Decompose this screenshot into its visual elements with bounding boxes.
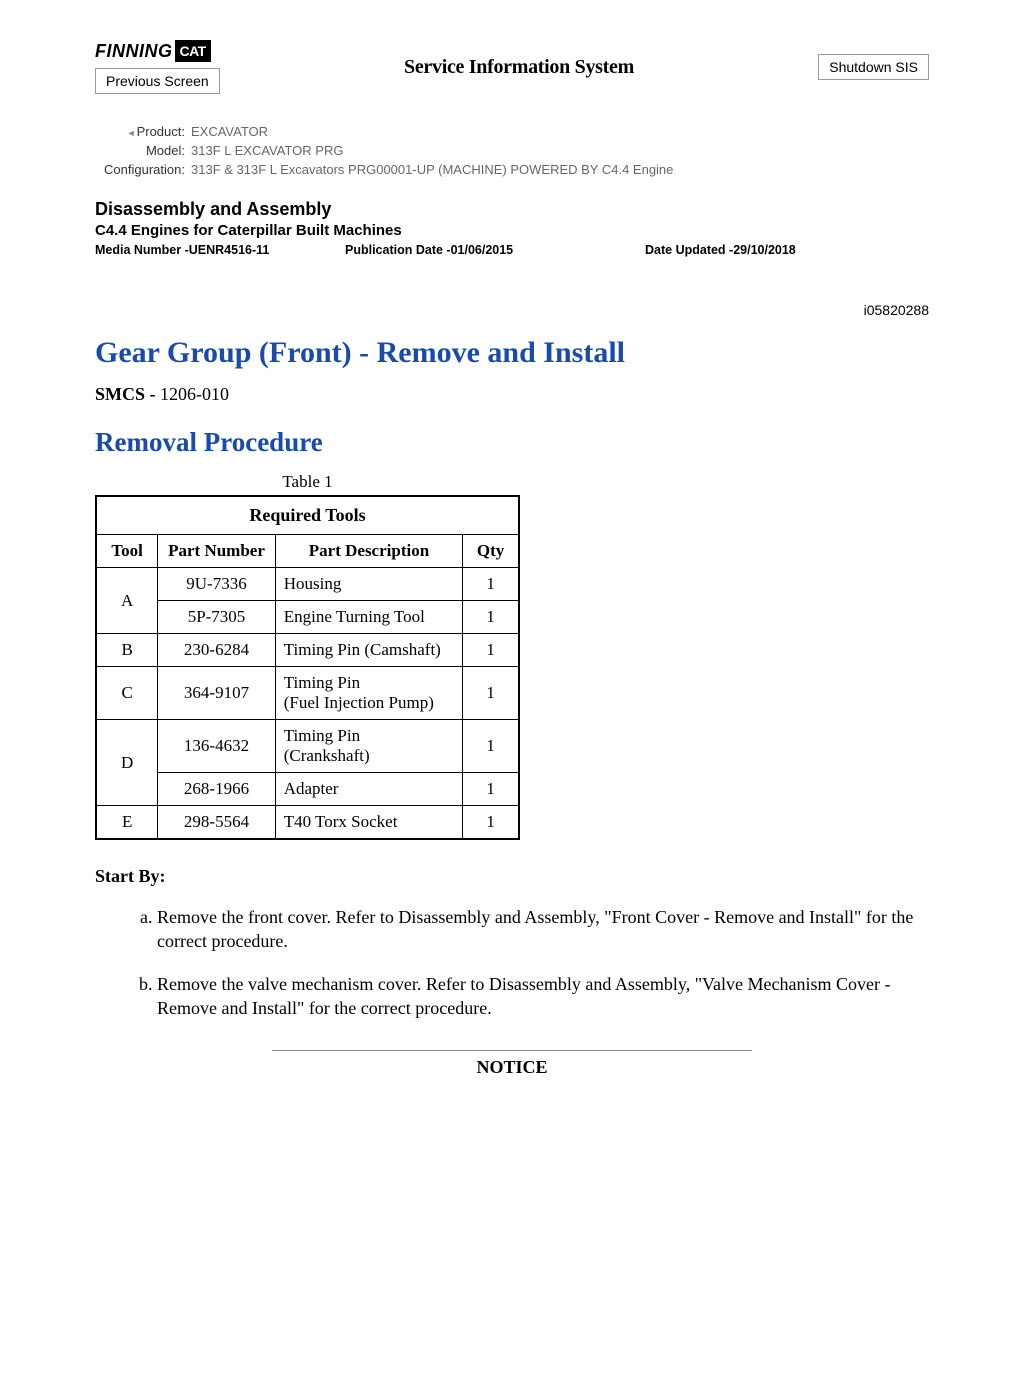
- meta-product-value: EXCAVATOR: [191, 124, 268, 139]
- table-row: A 9U-7336 Housing 1: [96, 568, 519, 601]
- smcs-line: SMCS - 1206-010: [95, 384, 929, 405]
- cell-desc: T40 Torx Socket: [275, 806, 463, 840]
- header: FINNING CAT Previous Screen Service Info…: [95, 40, 929, 94]
- start-by-list: Remove the front cover. Refer to Disasse…: [95, 905, 929, 1020]
- product-meta: Product: EXCAVATOR Model: 313F L EXCAVAT…: [95, 124, 929, 177]
- table-row: E 298-5564 T40 Torx Socket 1: [96, 806, 519, 840]
- cell-part: 5P-7305: [158, 601, 275, 634]
- shutdown-sis-button[interactable]: Shutdown SIS: [818, 54, 929, 80]
- table-row: 268-1966 Adapter 1: [96, 773, 519, 806]
- cell-desc: Timing Pin (Crankshaft): [275, 720, 463, 773]
- logo: FINNING CAT: [95, 40, 220, 62]
- table-row: D 136-4632 Timing Pin (Crankshaft) 1: [96, 720, 519, 773]
- col-qty: Qty: [463, 535, 519, 568]
- smcs-label: SMCS -: [95, 384, 160, 404]
- cell-part: 298-5564: [158, 806, 275, 840]
- meta-row-model: Model: 313F L EXCAVATOR PRG: [95, 143, 929, 158]
- cell-desc: Timing Pin (Camshaft): [275, 634, 463, 667]
- cell-tool: C: [96, 667, 158, 720]
- section-subtitle: C4.4 Engines for Caterpillar Built Machi…: [95, 222, 929, 239]
- cell-part: 9U-7336: [158, 568, 275, 601]
- previous-screen-button[interactable]: Previous Screen: [95, 68, 220, 94]
- col-part: Part Number: [158, 535, 275, 568]
- list-item: Remove the front cover. Refer to Disasse…: [157, 905, 929, 954]
- table-row: C 364-9107 Timing Pin (Fuel Injection Pu…: [96, 667, 519, 720]
- cell-qty: 1: [463, 720, 519, 773]
- cell-desc: Engine Turning Tool: [275, 601, 463, 634]
- cell-part: 230-6284: [158, 634, 275, 667]
- cell-desc: Timing Pin (Fuel Injection Pump): [275, 667, 463, 720]
- meta-row-product: Product: EXCAVATOR: [95, 124, 929, 139]
- cell-qty: 1: [463, 773, 519, 806]
- procedure-title: Removal Procedure: [95, 427, 929, 458]
- cell-tool: B: [96, 634, 158, 667]
- meta-model-label: Model:: [95, 143, 185, 158]
- cell-tool: E: [96, 806, 158, 840]
- cell-tool: D: [96, 720, 158, 806]
- cell-part: 136-4632: [158, 720, 275, 773]
- media-number: Media Number -UENR4516-11: [95, 243, 345, 257]
- meta-row-config: Configuration: 313F & 313F L Excavators …: [95, 162, 929, 177]
- table-row: 5P-7305 Engine Turning Tool 1: [96, 601, 519, 634]
- publication-row: Media Number -UENR4516-11 Publication Da…: [95, 243, 929, 257]
- table-row: B 230-6284 Timing Pin (Camshaft) 1: [96, 634, 519, 667]
- col-desc: Part Description: [275, 535, 463, 568]
- meta-config-label: Configuration:: [95, 162, 185, 177]
- section-title: Disassembly and Assembly: [95, 199, 929, 220]
- system-title: Service Information System: [404, 56, 634, 79]
- logo-finning-text: FINNING: [95, 41, 173, 62]
- table-caption: Table 1: [95, 472, 520, 492]
- page-title: Gear Group (Front) - Remove and Install: [95, 336, 929, 370]
- cell-qty: 1: [463, 568, 519, 601]
- cell-part: 364-9107: [158, 667, 275, 720]
- meta-config-value: 313F & 313F L Excavators PRG00001-UP (MA…: [191, 162, 673, 177]
- section-block: Disassembly and Assembly C4.4 Engines fo…: [95, 199, 929, 257]
- logo-block: FINNING CAT Previous Screen: [95, 40, 220, 94]
- meta-model-value: 313F L EXCAVATOR PRG: [191, 143, 343, 158]
- table-header-main: Required Tools: [96, 496, 519, 535]
- cell-qty: 1: [463, 806, 519, 840]
- smcs-value: 1206-010: [160, 384, 229, 404]
- document-id: i05820288: [95, 302, 929, 318]
- cell-desc: Housing: [275, 568, 463, 601]
- notice-heading: NOTICE: [95, 1057, 929, 1078]
- cell-qty: 1: [463, 634, 519, 667]
- cell-part: 268-1966: [158, 773, 275, 806]
- cell-desc: Adapter: [275, 773, 463, 806]
- list-item: Remove the valve mechanism cover. Refer …: [157, 972, 929, 1021]
- publication-date: Publication Date -01/06/2015: [345, 243, 645, 257]
- required-tools-table: Required Tools Tool Part Number Part Des…: [95, 495, 520, 840]
- meta-product-label: Product:: [95, 124, 185, 139]
- date-updated: Date Updated -29/10/2018: [645, 243, 929, 257]
- cell-qty: 1: [463, 601, 519, 634]
- logo-cat-text: CAT: [175, 40, 211, 62]
- col-tool: Tool: [96, 535, 158, 568]
- cell-tool: A: [96, 568, 158, 634]
- notice-rule: [272, 1050, 752, 1051]
- cell-qty: 1: [463, 667, 519, 720]
- start-by-label: Start By:: [95, 866, 929, 887]
